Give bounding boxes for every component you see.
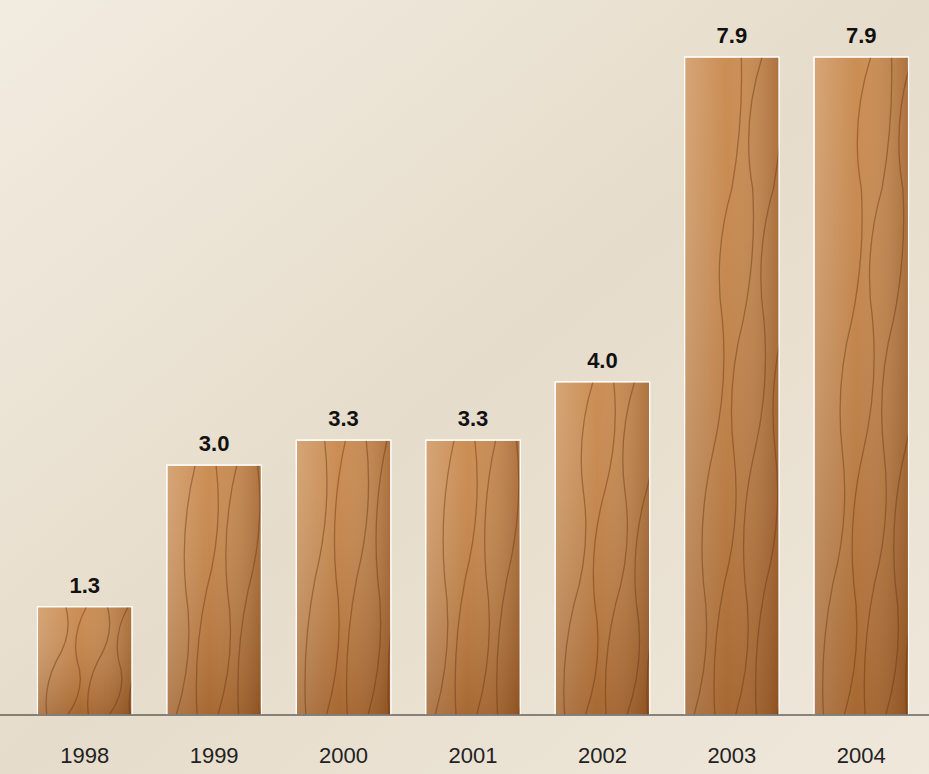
data-label: 3.3 (458, 406, 489, 431)
grain-line (347, 440, 369, 715)
wood-grain (435, 440, 520, 715)
bar-shade (296, 440, 390, 715)
bar-shade (296, 440, 390, 715)
x-tick-label: 2001 (449, 743, 498, 768)
grain-line (694, 57, 742, 715)
data-label: 3.3 (328, 406, 359, 431)
grain-line (327, 440, 346, 715)
bar (814, 57, 908, 715)
bar-outline (296, 440, 390, 715)
grain-line (196, 465, 218, 715)
x-tick-label: 1998 (60, 743, 109, 768)
data-label: 7.9 (717, 23, 748, 48)
wood-grain (823, 57, 909, 715)
bar-outline (685, 57, 779, 715)
bar-shade (37, 607, 131, 715)
grain-line (238, 465, 260, 715)
bar-shade (167, 465, 261, 715)
bar (37, 607, 131, 715)
data-label: 7.9 (846, 23, 877, 48)
grain-line (627, 382, 650, 715)
grain-line (109, 607, 128, 715)
data-label: 1.3 (69, 573, 100, 598)
bar-shade (814, 57, 908, 715)
bar-outline (167, 465, 261, 715)
bar-shade (426, 440, 520, 715)
grain-line (844, 57, 892, 715)
grain-line (88, 607, 110, 715)
wood-grain (564, 382, 650, 715)
bar (426, 440, 520, 715)
grain-line (305, 440, 327, 715)
chart: 1.3 1998 3.0 1999 3.3 2000 3.3 2001 4.0 2002 7.9 20… (0, 0, 929, 774)
grain-line (435, 440, 454, 715)
x-tick-label: 2003 (707, 743, 756, 768)
x-tick-label: 2000 (319, 743, 368, 768)
grain-line (714, 57, 762, 715)
grain-line (368, 440, 387, 715)
grain-line (46, 607, 68, 715)
bar (167, 465, 261, 715)
grain-line (886, 57, 909, 715)
grain-line (756, 57, 780, 715)
bar-shade (167, 465, 261, 715)
x-tick-label: 2004 (837, 743, 886, 768)
grain-line (477, 440, 496, 715)
grain-line (455, 440, 477, 715)
wood-grain (46, 607, 132, 715)
grain-line (218, 465, 237, 715)
background (0, 0, 929, 774)
bar-shade (426, 440, 520, 715)
data-label: 4.0 (587, 348, 618, 373)
wood-grain (305, 440, 391, 715)
wood-grain (176, 465, 261, 715)
bar-outline (426, 440, 520, 715)
grain-line (176, 465, 195, 715)
bar-shade (814, 57, 908, 715)
x-axis (0, 714, 929, 715)
x-tick-label: 2002 (578, 743, 627, 768)
wood-grain (694, 57, 779, 715)
grain-line (68, 607, 87, 715)
grain-line (497, 440, 519, 715)
bar-shade (37, 607, 131, 715)
grain-line (585, 382, 615, 715)
bar-outline (555, 382, 649, 715)
x-tick-label: 1999 (190, 743, 239, 768)
bar (296, 440, 390, 715)
grain-line (864, 57, 908, 715)
bar-outline (37, 607, 131, 715)
data-label: 3.0 (199, 431, 230, 456)
grain-line (605, 382, 634, 715)
bars (37, 57, 929, 715)
grain-line (564, 382, 593, 715)
grain-line (736, 57, 779, 715)
grain-line (823, 57, 871, 715)
bar-outline (814, 57, 908, 715)
